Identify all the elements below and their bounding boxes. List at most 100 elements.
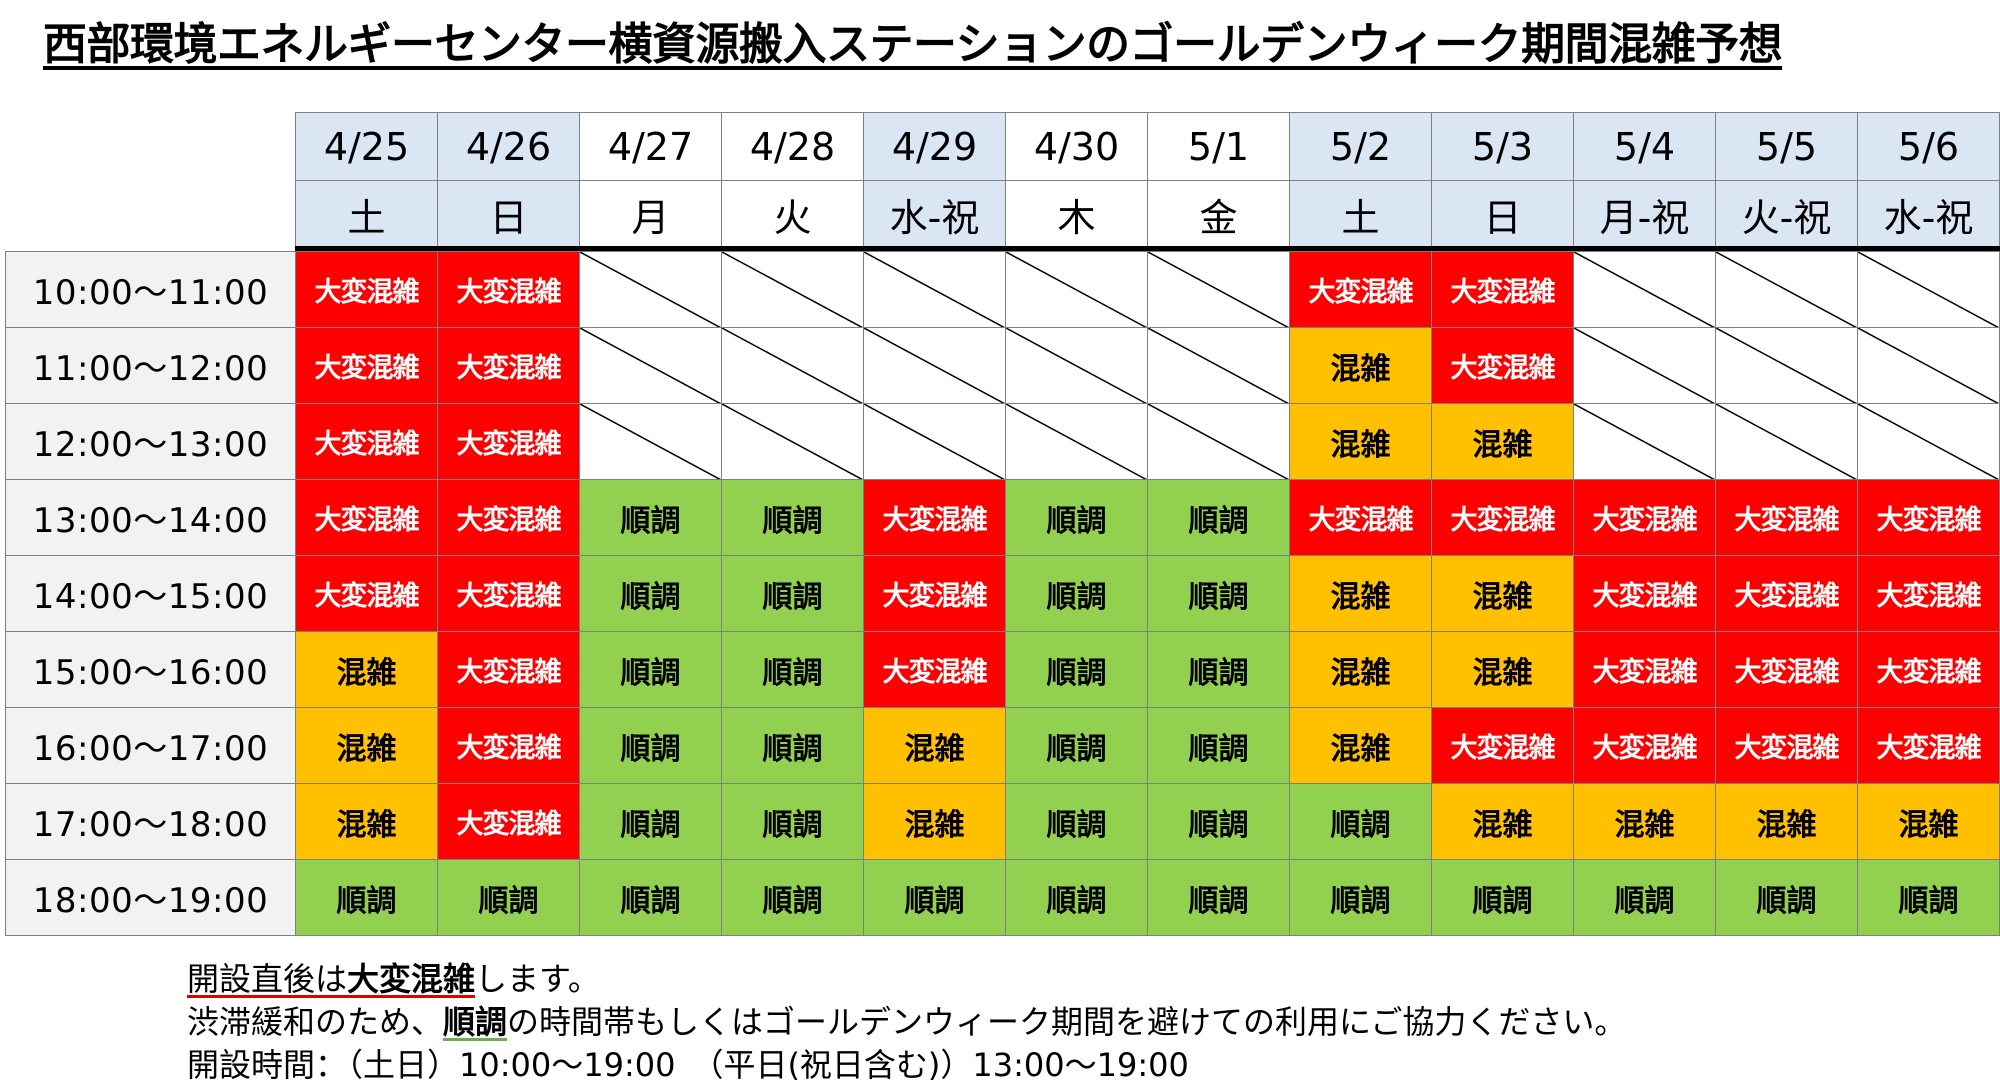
status-label: 大変混雑 xyxy=(314,429,420,460)
status-label: 混雑 xyxy=(336,731,397,767)
status-label: 混雑 xyxy=(1472,579,1533,615)
status-label: 大変混雑 xyxy=(1308,277,1414,308)
closed-cell xyxy=(1715,251,1859,329)
status-cell-red: 大変混雑 xyxy=(295,479,438,556)
status-label: 順調 xyxy=(1046,579,1107,615)
status-label: 大変混雑 xyxy=(1450,353,1556,384)
closed-diagonal-line xyxy=(1006,404,1149,481)
status-label: 混雑 xyxy=(336,655,397,691)
status-cell-red: 大変混雑 xyxy=(437,707,580,784)
status-cell-green: 順調 xyxy=(1573,859,1716,936)
status-cell-red: 大変混雑 xyxy=(1857,555,2000,632)
closed-diagonal-line xyxy=(864,328,1007,405)
status-cell-green: 順調 xyxy=(1857,859,2000,936)
closed-diagonal-line xyxy=(864,404,1007,481)
status-cell-red: 大変混雑 xyxy=(295,327,438,404)
status-label: 順調 xyxy=(620,807,681,843)
closed-cell xyxy=(1857,251,2000,329)
status-cell-green: 順調 xyxy=(1289,859,1432,936)
status-label: 順調 xyxy=(762,655,823,691)
status-cell-yellow: 混雑 xyxy=(1431,403,1574,480)
status-cell-red: 大変混雑 xyxy=(437,479,580,556)
status-cell-green: 順調 xyxy=(1147,783,1290,860)
status-label: 順調 xyxy=(762,503,823,539)
closed-cell xyxy=(1715,403,1859,481)
closed-cell xyxy=(1147,327,1291,405)
status-cell-green: 順調 xyxy=(1147,859,1290,936)
status-cell-red: 大変混雑 xyxy=(437,631,580,708)
closed-diagonal-line xyxy=(1574,404,1717,481)
status-label: 順調 xyxy=(762,883,823,919)
header-weekday-5-5: 火-祝 xyxy=(1715,180,1858,248)
header-date-5-6: 5/6 xyxy=(1857,112,2000,181)
status-label: 大変混雑 xyxy=(1592,505,1698,536)
status-cell-green: 順調 xyxy=(721,479,864,556)
status-cell-yellow: 混雑 xyxy=(863,783,1006,860)
status-cell-red: 大変混雑 xyxy=(1857,707,2000,784)
status-cell-green: 順調 xyxy=(721,631,864,708)
status-label: 順調 xyxy=(1046,503,1107,539)
status-cell-yellow: 混雑 xyxy=(1289,707,1432,784)
notes: 開設直後は大変混雑します。 渋滞緩和のため、順調の時間帯もしくはゴールデンウィー… xyxy=(187,958,1626,1087)
header-weekday-4-28: 火 xyxy=(721,180,864,248)
status-cell-green: 順調 xyxy=(1005,555,1148,632)
note-line-2-prefix: 渋滞緩和のため、 xyxy=(187,1003,444,1041)
status-label: 順調 xyxy=(1188,807,1249,843)
closed-diagonal-line xyxy=(1716,252,1859,329)
status-label: 大変混雑 xyxy=(1876,581,1982,612)
header-weekday-4-27: 月 xyxy=(579,180,722,248)
header-date-4-30: 4/30 xyxy=(1005,112,1148,181)
status-cell-yellow: 混雑 xyxy=(295,707,438,784)
status-cell-yellow: 混雑 xyxy=(295,631,438,708)
status-label: 順調 xyxy=(620,883,681,919)
status-cell-green: 順調 xyxy=(437,859,580,936)
status-label: 順調 xyxy=(1188,883,1249,919)
status-label: 順調 xyxy=(1188,655,1249,691)
status-cell-yellow: 混雑 xyxy=(1289,403,1432,480)
status-label: 順調 xyxy=(1046,731,1107,767)
closed-diagonal-line xyxy=(580,404,723,481)
status-label: 順調 xyxy=(620,655,681,691)
status-label: 順調 xyxy=(1898,883,1959,919)
status-cell-red: 大変混雑 xyxy=(1715,707,1858,784)
closed-diagonal-line xyxy=(1716,328,1859,405)
header-date-5-1: 5/1 xyxy=(1147,112,1290,181)
status-cell-red: 大変混雑 xyxy=(1573,707,1716,784)
closed-cell xyxy=(721,251,865,329)
closed-diagonal-line xyxy=(1574,328,1717,405)
status-cell-yellow: 混雑 xyxy=(295,783,438,860)
status-label: 順調 xyxy=(620,579,681,615)
status-label: 混雑 xyxy=(336,807,397,843)
status-cell-green: 順調 xyxy=(721,783,864,860)
status-label: 大変混雑 xyxy=(1592,581,1698,612)
status-cell-red: 大変混雑 xyxy=(437,555,580,632)
status-cell-green: 順調 xyxy=(863,859,1006,936)
closed-diagonal-line xyxy=(722,328,865,405)
status-label: 大変混雑 xyxy=(1734,657,1840,688)
status-label: 大変混雑 xyxy=(456,809,562,840)
status-label: 順調 xyxy=(336,883,397,919)
closed-diagonal-line xyxy=(1006,252,1149,329)
closed-diagonal-line xyxy=(1858,252,2000,329)
closed-cell xyxy=(1005,327,1149,405)
status-label: 順調 xyxy=(478,883,539,919)
closed-diagonal-line xyxy=(1574,252,1717,329)
time-slot-label: 16:00～17:00 xyxy=(5,707,296,784)
status-cell-yellow: 混雑 xyxy=(1431,631,1574,708)
status-cell-green: 順調 xyxy=(579,707,722,784)
header-divider xyxy=(295,246,2000,251)
status-label: 大変混雑 xyxy=(1450,733,1556,764)
status-cell-red: 大変混雑 xyxy=(1573,631,1716,708)
status-label: 大変混雑 xyxy=(1450,505,1556,536)
status-label: 順調 xyxy=(762,579,823,615)
status-label: 大変混雑 xyxy=(456,733,562,764)
status-cell-red: 大変混雑 xyxy=(1573,555,1716,632)
closed-diagonal-line xyxy=(580,328,723,405)
status-label: 混雑 xyxy=(1472,655,1533,691)
status-label: 大変混雑 xyxy=(314,353,420,384)
status-cell-green: 順調 xyxy=(1431,859,1574,936)
status-cell-yellow: 混雑 xyxy=(1289,327,1432,404)
note-smooth-emphasis: 順調 xyxy=(443,1003,508,1041)
status-cell-red: 大変混雑 xyxy=(295,555,438,632)
status-label: 順調 xyxy=(1188,503,1249,539)
